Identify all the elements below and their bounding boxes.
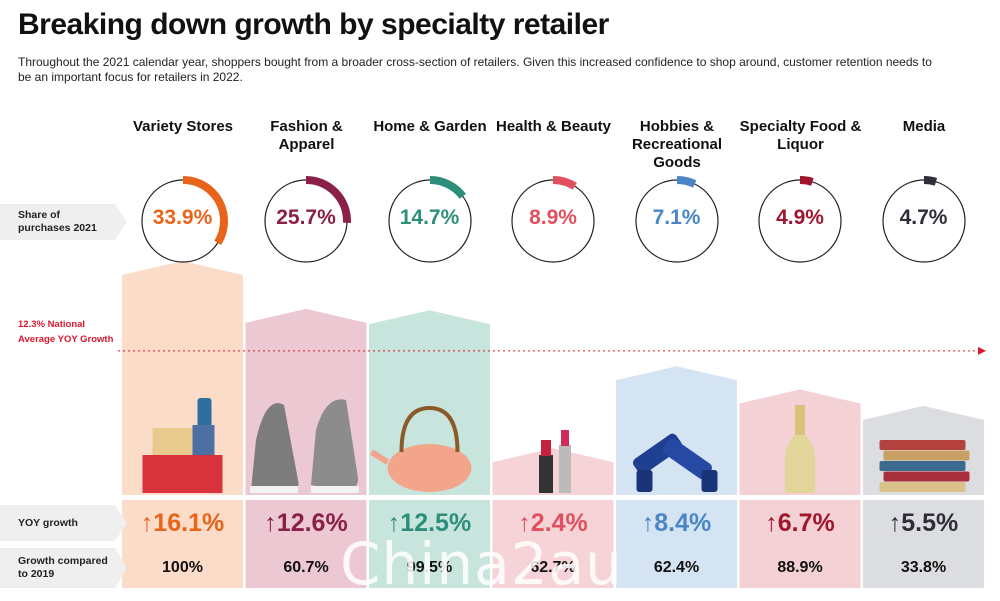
category-name: Variety Stores <box>132 118 234 135</box>
category-name: Hobbies & Recreational Goods <box>631 118 723 171</box>
bottom-cell-bg <box>616 500 737 588</box>
category-name: Fashion & Apparel <box>270 118 343 153</box>
sneakers-icon <box>250 399 359 493</box>
share-value: 4.9% <box>776 206 824 229</box>
growth-vs-2019-value: 62.4% <box>653 559 700 576</box>
bottom-cell-bg <box>492 500 614 588</box>
growth-vs-2019-value: 99.5% <box>406 559 453 576</box>
donut-arc <box>755 176 845 266</box>
bar-7 <box>863 405 984 495</box>
donut-arc <box>878 176 969 266</box>
share-donut <box>137 176 228 266</box>
page-title: Breaking down growth by specialty retail… <box>18 8 609 41</box>
teapot-icon <box>369 405 472 492</box>
bottom-cell-bg <box>245 500 367 588</box>
donut-arc <box>261 176 351 266</box>
bar-5 <box>616 366 737 495</box>
category-name: Health & Beauty <box>495 118 612 135</box>
share-donut <box>878 176 969 266</box>
share-donut <box>508 176 598 266</box>
category-name: Media <box>902 118 946 135</box>
dumbbells-icon <box>633 433 718 492</box>
share-donut <box>261 176 351 266</box>
donut-arc <box>631 176 722 266</box>
share-donut <box>755 176 845 266</box>
bottom-cell-bg <box>369 500 490 588</box>
growth-vs-2019-value: 60.7% <box>283 559 329 576</box>
bar-3 <box>369 310 490 495</box>
watermark: China2au <box>340 530 623 598</box>
row-label-yoy: YOY growth <box>0 505 127 541</box>
donut-arc <box>384 176 475 266</box>
national-average-arrow <box>978 346 986 355</box>
growth-vs-2019-value: 88.9% <box>777 559 823 576</box>
share-value: 25.7% <box>276 206 336 229</box>
yoy-growth-value: ↑12.5% <box>387 509 472 537</box>
books-icon <box>879 440 970 492</box>
growth-vs-2019-value: 62.7% <box>530 559 576 576</box>
donut-arc <box>137 176 228 266</box>
yoy-growth-value: ↑8.4% <box>641 509 712 537</box>
yoy-growth-value: ↑16.1% <box>140 509 225 537</box>
wine-bottle-icon <box>785 405 815 493</box>
gift-bag-icon <box>142 398 223 493</box>
row-label-share: Share of purchases 2021 <box>0 204 127 240</box>
growth-vs-2019-value: 33.8% <box>900 559 947 576</box>
category-name: Specialty Food & Liquor <box>739 118 862 153</box>
bottom-cell-bg <box>739 500 861 588</box>
yoy-growth-value: ↑6.7% <box>765 509 835 537</box>
bottom-cell-bg <box>122 500 243 588</box>
share-value: 14.7% <box>399 206 460 229</box>
share-donut <box>631 176 722 266</box>
share-value: 4.7% <box>899 206 948 229</box>
share-donut <box>384 176 475 266</box>
share-value: 8.9% <box>529 206 577 229</box>
lipstick-icon <box>539 430 571 493</box>
growth-vs-2019-value: 100% <box>162 559 203 576</box>
yoy-growth-value: ↑5.5% <box>888 509 959 537</box>
share-value: 33.9% <box>152 206 213 229</box>
national-average-label: 12.3% National Average YOY Growth <box>18 319 114 345</box>
share-value: 7.1% <box>652 206 701 229</box>
page-subtitle: Throughout the 2021 calendar year, shopp… <box>18 55 932 84</box>
donut-arc <box>508 176 598 266</box>
category-name: Home & Garden <box>373 118 487 135</box>
yoy-growth-value: ↑12.6% <box>264 509 348 537</box>
bottom-cell-bg <box>863 500 984 588</box>
row-label-growth: Growth compared to 2019 <box>0 548 127 588</box>
yoy-growth-value: ↑2.4% <box>518 509 588 537</box>
